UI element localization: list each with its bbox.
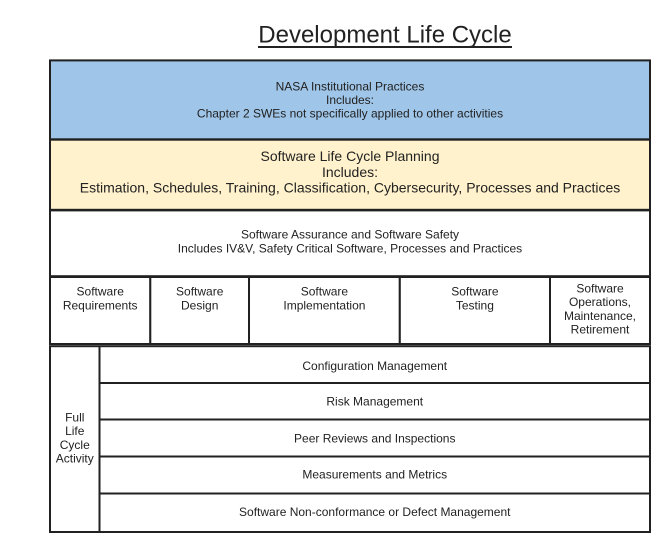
svg-text:Includes:: Includes: <box>322 164 378 180</box>
svg-text:Peer Reviews and Inspections: Peer Reviews and Inspections <box>294 431 455 445</box>
svg-text:Development Life Cycle: Development Life Cycle <box>258 22 511 49</box>
svg-text:Software Assurance and Softwar: Software Assurance and Software Safety <box>241 228 459 242</box>
svg-text:Design: Design <box>181 299 218 313</box>
svg-text:Testing: Testing <box>456 299 494 313</box>
svg-text:Includes:: Includes: <box>326 93 374 107</box>
svg-text:Implementation: Implementation <box>283 299 365 313</box>
svg-text:Maintenance,: Maintenance, <box>564 309 636 323</box>
svg-text:Software: Software <box>576 282 624 296</box>
svg-text:NASA Institutional Practices: NASA Institutional Practices <box>276 79 425 93</box>
svg-text:Includes IV&V, Safety Critical: Includes IV&V, Safety Critical Software,… <box>178 241 522 255</box>
svg-text:Estimation, Schedules, Trainin: Estimation, Schedules, Training, Classif… <box>80 180 621 196</box>
svg-text:Requirements: Requirements <box>63 299 138 313</box>
svg-text:Software: Software <box>451 285 499 299</box>
svg-text:Operations,: Operations, <box>569 295 631 309</box>
svg-text:Software Non-conformance or De: Software Non-conformance or Defect Manag… <box>239 505 511 519</box>
svg-text:Risk Management: Risk Management <box>326 395 423 409</box>
svg-text:Software Life Cycle Planning: Software Life Cycle Planning <box>261 148 440 164</box>
svg-text:Retirement: Retirement <box>571 323 630 337</box>
svg-text:Cycle: Cycle <box>60 438 90 452</box>
svg-text:Full: Full <box>65 411 84 425</box>
svg-text:Activity: Activity <box>56 452 94 466</box>
svg-text:Software: Software <box>301 285 349 299</box>
svg-text:Configuration Management: Configuration Management <box>302 359 447 373</box>
svg-text:Software: Software <box>176 285 224 299</box>
svg-text:Life: Life <box>65 424 85 438</box>
svg-text:Chapter 2 SWEs not specificall: Chapter 2 SWEs not specifically applied … <box>197 106 503 120</box>
svg-text:Measurements and Metrics: Measurements and Metrics <box>302 468 447 482</box>
svg-text:Software: Software <box>77 285 125 299</box>
